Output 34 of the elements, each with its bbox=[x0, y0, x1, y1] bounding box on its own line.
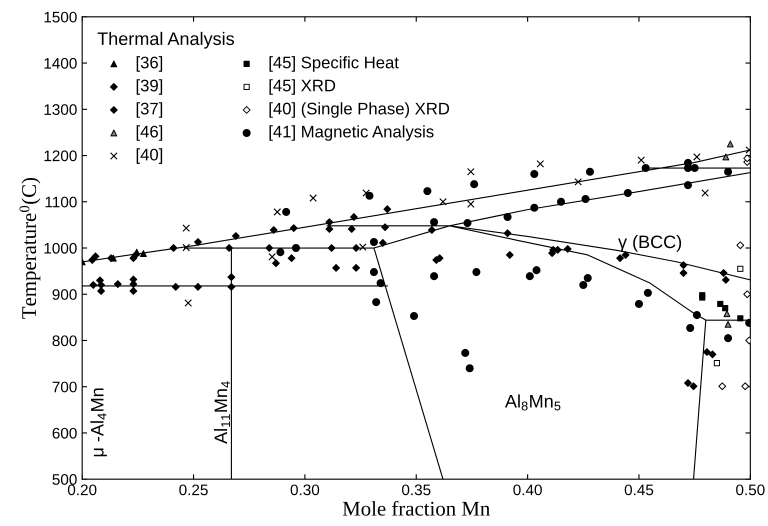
y-tick-label: 700 bbox=[52, 382, 77, 392]
annotation: Al$_{8}$Mn$_{5}$ bbox=[504, 394, 560, 410]
x-tick-label: 0.35 bbox=[402, 484, 430, 496]
x-tick-label: 0.30 bbox=[290, 484, 320, 496]
x-axis-title: Mole fraction Mn bbox=[342, 500, 490, 516]
legend-label: [37] bbox=[136, 102, 162, 118]
y-tick-label: 900 bbox=[52, 289, 77, 300]
legend-label: [36] bbox=[136, 56, 162, 72]
legend-label: [40] (Single Phase) XRD bbox=[269, 102, 450, 118]
x-tick-label: 0.25 bbox=[179, 484, 208, 496]
y-axis-title: Temperature$^{0}$(C) bbox=[20, 178, 40, 319]
legend-label: [41] Magnetic Analysis bbox=[269, 125, 434, 141]
legend-title: Thermal Analysis bbox=[98, 32, 234, 49]
y-tick-label: 1500 bbox=[44, 12, 77, 23]
y-tick-label: 1200 bbox=[44, 150, 77, 162]
y-tick-label: 1400 bbox=[44, 58, 77, 69]
y-tick-label: 1100 bbox=[46, 196, 77, 208]
y-tick-label: 800 bbox=[52, 335, 77, 346]
legend-label: [45] Specific Heat bbox=[269, 56, 399, 72]
x-tick-label: 0.50 bbox=[736, 484, 765, 496]
legend-label: [45] XRD bbox=[269, 79, 336, 95]
y-tick-label: 1000 bbox=[44, 242, 77, 254]
legend-label: [46] bbox=[136, 125, 162, 141]
y-tick-label: 600 bbox=[52, 428, 77, 439]
y-tick-label: 500 bbox=[52, 474, 77, 485]
legend-label: [40] bbox=[136, 148, 162, 164]
legend-label: [39] bbox=[136, 79, 162, 95]
annotation: γ (BCC) bbox=[618, 234, 682, 252]
y-tick-label: 1300 bbox=[44, 104, 77, 115]
x-tick-label: 0.40 bbox=[513, 484, 542, 496]
annotation: μ -Al$_{4}$Mn bbox=[90, 388, 107, 456]
annotation: Al$_{11}$Mn$_{4}$ bbox=[214, 381, 230, 444]
x-tick-label: 0.45 bbox=[624, 484, 654, 496]
x-tick-label: 0.20 bbox=[68, 484, 96, 496]
